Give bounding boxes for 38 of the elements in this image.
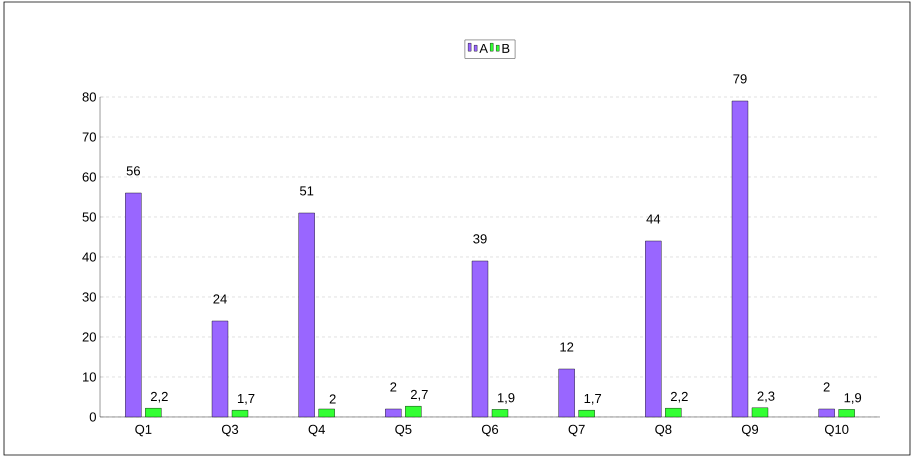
y-tick-label: 80 [82,92,96,102]
data-label: 2 [390,382,396,392]
data-label: 24 [213,294,227,304]
x-tick-label: Q5 [395,424,412,436]
x-tick-label: Q8 [655,424,672,436]
data-label: 51 [300,186,314,196]
y-tick-label: 20 [82,332,96,342]
x-tick-label: Q9 [742,424,758,436]
data-label: 12 [560,342,574,352]
data-label: 2,3 [758,392,774,402]
data-label: 2,7 [410,390,428,401]
data-label: 1,9 [498,393,514,404]
data-label: 1,9 [844,393,862,404]
data-label: 2 [330,394,336,404]
data-label: 56 [126,166,140,176]
x-tick-label: Q3 [222,424,238,436]
data-label: 44 [646,214,660,224]
y-tick-label: 30 [82,292,96,302]
y-tick-label: 10 [83,372,96,382]
data-label: 1,7 [584,394,602,405]
y-tick-label: 60 [82,172,96,182]
data-label: 79 [733,74,747,84]
data-label: 39 [473,234,487,244]
data-label: 1,7 [238,394,254,405]
y-tick-label: 70 [82,132,96,142]
x-tick-label: Q6 [482,424,498,436]
legend-label: B [502,44,510,53]
legend-label: A [479,44,488,53]
y-tick-label: 0 [90,412,96,422]
y-tick-label: 40 [82,252,96,262]
data-label: 2,2 [670,392,688,403]
x-tick-label: Q7 [568,424,585,436]
y-tick-label: 50 [82,212,96,222]
data-label: 2 [824,382,830,392]
x-tick-label: Q4 [308,424,325,436]
x-tick-label: Q10 [824,424,848,436]
data-label: 2,2 [150,392,168,403]
x-tick-label: Q1 [135,424,152,436]
